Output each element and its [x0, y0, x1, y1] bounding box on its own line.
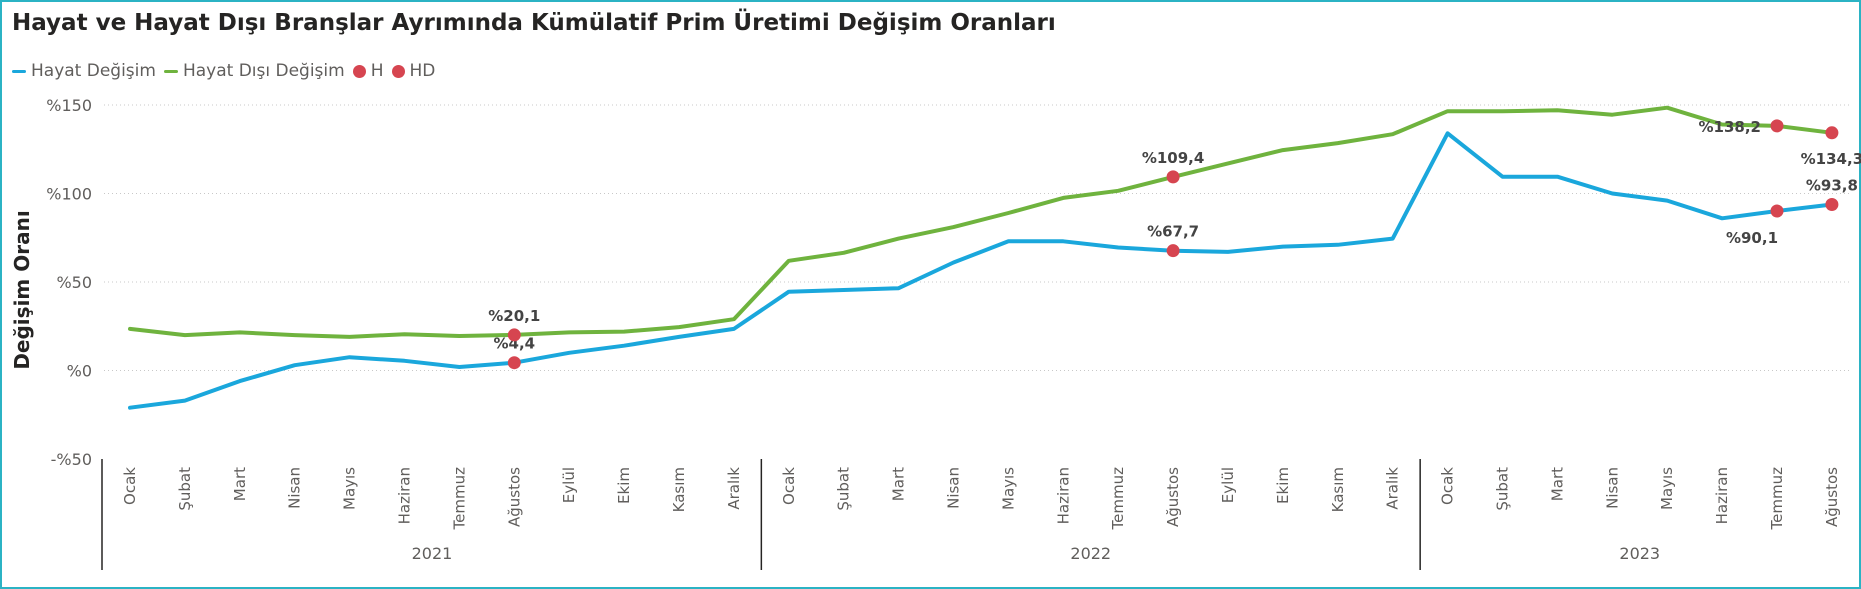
y-tick-label: %0: [67, 362, 92, 381]
x-tick-label: Ekim: [1274, 467, 1292, 504]
x-tick-label: Mayıs: [341, 467, 359, 510]
data-marker: [507, 328, 521, 342]
chart-title: Hayat ve Hayat Dışı Branşlar Ayrımında K…: [12, 10, 1056, 36]
x-tick-label: Ekim: [615, 467, 633, 504]
x-tick-label: Eylül: [560, 467, 578, 503]
data-label: %90,1: [1726, 229, 1778, 247]
data-marker: [1770, 204, 1784, 218]
legend-swatch-hayat: [12, 69, 26, 73]
x-tick-label: Ağustos: [1164, 467, 1182, 527]
series-line-hayat: [128, 131, 1834, 410]
data-marker: [1770, 119, 1784, 133]
series-line-hayat-disi: [128, 105, 1834, 339]
y-tick-label: %50: [56, 273, 92, 292]
x-tick-label: Nisan: [1603, 467, 1621, 509]
x-tick-label: Mart: [890, 467, 908, 501]
year-label: 2023: [1619, 544, 1660, 563]
x-tick-label: Aralık: [1384, 467, 1402, 510]
y-tick-label: %150: [46, 96, 92, 115]
data-label: %138,2: [1699, 118, 1761, 136]
legend-swatch-h: [352, 64, 366, 78]
x-tick-label: Haziran: [396, 467, 414, 524]
legend-item-hayat[interactable]: Hayat Değişim: [12, 61, 156, 81]
data-marker: [1166, 244, 1180, 258]
x-tick-label: Eylül: [1219, 467, 1237, 503]
data-marker: [1825, 197, 1839, 211]
data-marker: [1825, 126, 1839, 140]
y-tick-label: -%50: [51, 450, 92, 469]
x-tick-label: Mart: [1548, 467, 1566, 501]
x-tick-label: Ağustos: [1823, 467, 1841, 527]
data-label: %67,7: [1147, 223, 1199, 241]
legend: Hayat Değişim Hayat Dışı Değişim H HD: [12, 60, 443, 82]
data-marker: [507, 356, 521, 370]
data-label: %4,4: [493, 335, 535, 353]
x-tick-label: Nisan: [945, 467, 963, 509]
data-label: %109,4: [1142, 149, 1204, 167]
legend-label-hd: HD: [409, 61, 436, 81]
data-label: %20,1: [488, 307, 540, 325]
x-tick-label: Haziran: [1054, 467, 1072, 524]
y-axis-title: Değişim Oranı: [10, 210, 34, 369]
x-tick-label: Ocak: [1439, 467, 1457, 505]
legend-swatch-hd: [391, 64, 405, 78]
x-tick-label: Kasım: [670, 467, 688, 512]
x-tick-label: Nisan: [286, 467, 304, 509]
legend-label-hayat: Hayat Değişim: [31, 61, 156, 81]
y-tick-label: %100: [46, 185, 92, 204]
x-tick-label: Temmuz: [450, 467, 468, 531]
x-tick-label: Temmuz: [1109, 467, 1127, 531]
legend-label-hayat-disi: Hayat Dışı Değişim: [182, 61, 345, 81]
x-tick-label: Şubat: [835, 467, 853, 511]
x-tick-label: Temmuz: [1768, 467, 1786, 531]
data-marker: [1166, 170, 1180, 184]
x-tick-label: Ocak: [121, 467, 139, 505]
legend-item-hayat-disi[interactable]: Hayat Dışı Değişim: [163, 61, 345, 81]
legend-label-h: H: [370, 61, 384, 81]
x-tick-label: Ocak: [780, 467, 798, 505]
x-tick-label: Mayıs: [1658, 467, 1676, 510]
x-tick-label: Ağustos: [505, 467, 523, 527]
x-tick-label: Kasım: [1329, 467, 1347, 512]
legend-item-h[interactable]: H: [352, 61, 384, 81]
x-tick-label: Şubat: [1494, 467, 1512, 511]
year-label: 2021: [412, 544, 453, 563]
legend-item-hd[interactable]: HD: [391, 61, 436, 81]
x-tick-label: Aralık: [725, 467, 743, 510]
x-tick-label: Mart: [231, 467, 249, 501]
legend-swatch-hayat-disi: [163, 69, 178, 73]
data-label: %93,8: [1806, 176, 1858, 194]
x-tick-label: Şubat: [176, 467, 194, 511]
x-tick-label: Mayıs: [999, 467, 1017, 510]
year-label: 2022: [1070, 544, 1111, 563]
data-label: %134,3: [1801, 150, 1861, 168]
x-tick-label: Haziran: [1713, 467, 1731, 524]
